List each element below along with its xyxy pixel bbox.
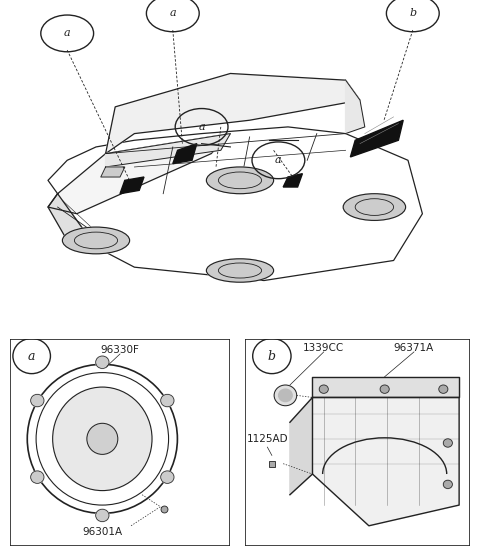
Circle shape <box>279 389 292 402</box>
Text: a: a <box>64 28 71 39</box>
Polygon shape <box>120 177 144 194</box>
Circle shape <box>444 439 452 447</box>
Polygon shape <box>106 134 230 167</box>
Text: a: a <box>169 8 176 18</box>
Polygon shape <box>312 376 459 397</box>
Text: b: b <box>268 349 276 363</box>
Text: b: b <box>409 8 416 18</box>
Polygon shape <box>346 80 365 134</box>
Circle shape <box>274 385 297 406</box>
Ellipse shape <box>343 194 406 220</box>
Ellipse shape <box>206 259 274 282</box>
Text: 96301A: 96301A <box>82 527 122 537</box>
Circle shape <box>161 471 174 484</box>
Ellipse shape <box>87 423 118 454</box>
Text: a: a <box>28 349 36 363</box>
Polygon shape <box>101 167 125 177</box>
Polygon shape <box>290 397 312 495</box>
Polygon shape <box>173 144 197 163</box>
Polygon shape <box>48 194 96 247</box>
Circle shape <box>96 509 109 522</box>
Circle shape <box>444 480 452 489</box>
Text: 1339CC: 1339CC <box>303 343 344 353</box>
Text: 96371A: 96371A <box>394 343 434 353</box>
Circle shape <box>319 385 328 393</box>
Text: 1125AD: 1125AD <box>247 434 288 444</box>
Circle shape <box>380 385 389 393</box>
Text: 96330F: 96330F <box>101 345 139 355</box>
Circle shape <box>31 471 44 484</box>
Ellipse shape <box>53 387 152 491</box>
Ellipse shape <box>62 227 130 254</box>
Ellipse shape <box>206 167 274 194</box>
Circle shape <box>96 356 109 369</box>
Circle shape <box>31 394 44 407</box>
Polygon shape <box>283 174 302 187</box>
Polygon shape <box>48 134 230 214</box>
Polygon shape <box>106 73 360 153</box>
Circle shape <box>439 385 448 393</box>
Text: a: a <box>198 122 205 132</box>
Text: a: a <box>275 155 282 165</box>
Circle shape <box>161 394 174 407</box>
Polygon shape <box>48 127 422 280</box>
Polygon shape <box>312 397 459 526</box>
Polygon shape <box>350 120 403 157</box>
